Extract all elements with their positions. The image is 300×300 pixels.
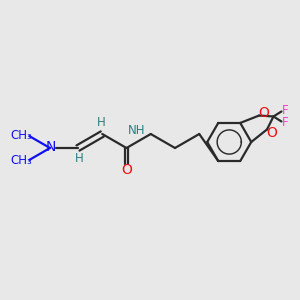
Text: O: O [121, 163, 132, 177]
Text: O: O [267, 126, 278, 140]
Text: O: O [259, 106, 269, 119]
Text: F: F [282, 104, 289, 117]
Text: CH₃: CH₃ [11, 154, 32, 167]
Text: H: H [75, 152, 83, 166]
Text: N: N [46, 140, 56, 154]
Text: CH₃: CH₃ [11, 129, 32, 142]
Text: NH: NH [128, 124, 146, 137]
Text: H: H [97, 116, 106, 130]
Text: F: F [282, 116, 289, 129]
